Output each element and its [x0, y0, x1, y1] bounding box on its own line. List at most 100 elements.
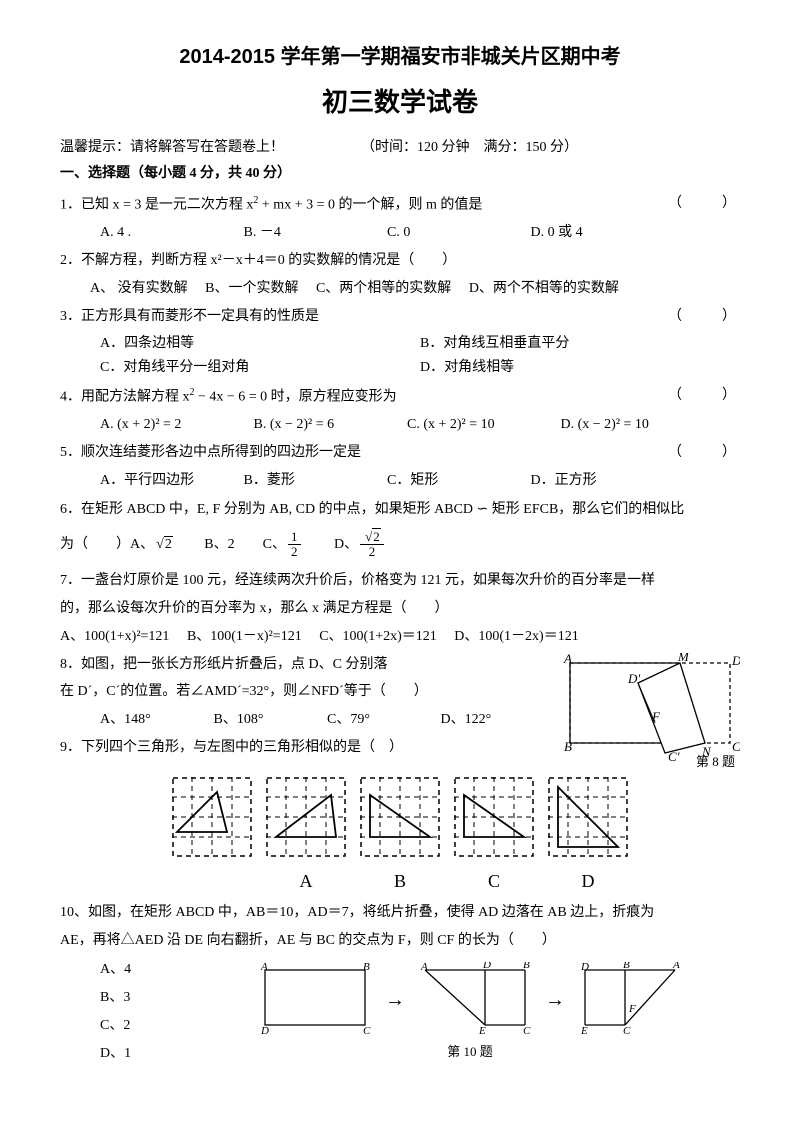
q6-l2-a: 为（ ）A、	[60, 537, 154, 552]
q3-opt-d: D．对角线相等	[420, 356, 740, 380]
q6-stem-a: 6．在矩形 ABCD 中，E, F 分别为 AB, CD 的中点，如果矩形 AB…	[60, 502, 477, 517]
hint-row: 温馨提示：请将解答写在答题卷上！ （时间：120 分钟 满分：150 分）	[60, 136, 740, 160]
question-7-l2: 的，那么设每次升价的百分率为 x，那么 x 满足方程是（ ）	[60, 597, 740, 621]
q7-opt-a: A、100(1+x)²=121	[60, 629, 169, 644]
question-8-l1: 8．如图，把一张长方形纸片折叠后，点 D、C 分别落	[60, 653, 740, 677]
svg-text:D: D	[482, 962, 491, 971]
question-7-l1: 7．一盏台灯原价是 100 元，经连续两次升价后，价格变为 121 元，如果每次…	[60, 569, 740, 593]
svg-text:F: F	[628, 1003, 636, 1015]
svg-text:B: B	[623, 962, 630, 971]
svg-text:D: D	[260, 1025, 269, 1037]
svg-text:F: F	[651, 709, 661, 724]
q2-opt-d: D、两个不相等的实数解	[469, 281, 619, 296]
q6-l2-c: D、	[306, 537, 358, 552]
q3-options: A．四条边相等 B．对角线互相垂直平分 C．对角线平分一组对角 D．对角线相等	[60, 332, 740, 380]
svg-text:B: B	[523, 962, 530, 971]
q9-opt-d-fig	[548, 777, 628, 857]
question-10-l1: 10、如图，在矩形 ABCD 中，AB＝10，AD＝7，将纸片折叠，使得 AD …	[60, 901, 740, 925]
q9-opt-a-fig	[266, 777, 346, 857]
q6-frac-sqrt2over2: 22	[360, 530, 384, 560]
question-1: 1．已知 x = 3 是一元二次方程 x2 + mx + 3 = 0 的一个解，…	[60, 192, 740, 217]
svg-text:A: A	[260, 962, 268, 973]
hint-right: （时间：120 分钟 满分：150 分）	[361, 140, 578, 155]
q5-opt-a: A．平行四边形	[100, 469, 240, 493]
q3-stem: 3．正方形具有而菱形不一定具有的性质是	[60, 309, 319, 324]
q1-stem-a: 1．已知 x = 3 是一元二次方程 x	[60, 197, 253, 212]
q6-frac-half: 12	[288, 530, 301, 560]
q5-paren: （ ）	[668, 441, 740, 465]
q1-opt-d: D. 0 或 4	[531, 221, 671, 245]
q9-label-d: D	[548, 866, 628, 897]
question-10-l2: AE，再将△AED 沿 DE 向右翻折，AE 与 BC 的交点为 F，则 CF …	[60, 929, 740, 953]
question-4: 4．用配方法解方程 x2 − 4x − 6 = 0 时，原方程应变形为 （ ）	[60, 384, 740, 409]
q4-paren: （ ）	[668, 384, 740, 408]
q7-opt-c: C、100(1+2x)＝121	[319, 629, 437, 644]
q2-options: A、 没有实数解 B、一个实数解 C、两个相等的实数解 D、两个不相等的实数解	[60, 277, 740, 301]
q7-opt-b: B、100(1－x)²=121	[187, 629, 302, 644]
q4-opt-c: C. (x + 2)² = 10	[407, 413, 557, 437]
q5-opt-b: B．菱形	[244, 469, 384, 493]
q1-stem-b: + mx + 3 = 0 的一个解，则 m 的值是	[258, 197, 482, 212]
q10-caption: 第 10 题	[200, 1041, 740, 1063]
q3-opt-a: A．四条边相等	[100, 332, 420, 356]
q4-opt-b: B. (x − 2)² = 6	[254, 413, 404, 437]
question-2: 2．不解方程，判断方程 x²－x＋4＝0 的实数解的情况是（ ）	[60, 249, 740, 273]
svg-text:A: A	[672, 962, 680, 971]
svg-text:C: C	[623, 1025, 631, 1037]
svg-text:A: A	[420, 962, 428, 973]
q4-stem-b: − 4x − 6 = 0 时，原方程应变形为	[195, 390, 397, 405]
q3-opt-c: C．对角线平分一组对角	[100, 356, 420, 380]
q2-opt-a: A、 没有实数解	[90, 281, 188, 296]
q5-stem: 5．顺次连结菱形各边中点所得到的四边形一定是	[60, 445, 361, 460]
q10-fig-2: A D B C E	[415, 962, 535, 1037]
q4-options: A. (x + 2)² = 2 B. (x − 2)² = 6 C. (x + …	[60, 413, 740, 437]
q3-opt-b: B．对角线互相垂直平分	[420, 332, 740, 356]
q2-opt-c: C、两个相等的实数解	[316, 281, 451, 296]
q9-label-c: C	[454, 866, 534, 897]
q9-ref-triangle	[172, 777, 252, 857]
question-3: 3．正方形具有而菱形不一定具有的性质是 （ ）	[60, 305, 740, 329]
hint-left: 温馨提示：请将解答写在答题卷上！	[60, 140, 284, 155]
section-1-heading: 一、选择题（每小题 4 分，共 40 分）	[60, 162, 740, 186]
q10-opt-b: B、3	[100, 984, 160, 1012]
question-6: 6．在矩形 ABCD 中，E, F 分别为 AB, CD 的中点，如果矩形 AB…	[60, 497, 740, 522]
svg-text:C: C	[523, 1025, 531, 1037]
svg-text:E: E	[478, 1025, 486, 1037]
question-5: 5．顺次连结菱形各边中点所得到的四边形一定是 （ ）	[60, 441, 740, 465]
q8-opt-d: D、122°	[441, 708, 551, 732]
q6-l2-b: B、2 C、	[176, 537, 286, 552]
question-8-l2: 在 D´，C´的位置。若∠AMD´=32°，则∠NFD´等于（ ）	[60, 680, 740, 704]
exam-header-line1: 2014-2015 学年第一学期福安市非城关片区期中考	[60, 40, 740, 74]
q9-label-a: A	[266, 866, 346, 897]
q8-opt-a: A、148°	[100, 708, 210, 732]
question-9: 9．下列四个三角形，与左图中的三角形相似的是（ ）	[60, 736, 740, 760]
q9-figure-row: A B C D	[60, 777, 740, 896]
q8-figure-caption: 第 8 题	[696, 751, 735, 773]
q9-opt-b-fig	[360, 777, 440, 857]
q9-opt-c-fig	[454, 777, 534, 857]
arrow-icon: →	[385, 983, 405, 1017]
q5-opt-c: C．矩形	[387, 469, 527, 493]
q1-opt-a: A. 4 .	[100, 221, 240, 245]
q10-opt-c: C、2	[100, 1012, 160, 1040]
q1-options: A. 4 . B. －4 C. 0 D. 0 或 4	[60, 221, 740, 245]
svg-text:B: B	[363, 962, 370, 973]
q1-paren: （ ）	[668, 192, 740, 216]
q10-fig-3: D B A E C F	[575, 962, 685, 1037]
q2-opt-b: B、一个实数解	[205, 281, 298, 296]
q6-sqrt2-a: 2	[154, 533, 173, 557]
similar-icon: ∽	[477, 500, 489, 516]
q4-opt-a: A. (x + 2)² = 2	[100, 413, 250, 437]
q10-opt-a: A、4	[100, 956, 160, 984]
q1-opt-b: B. －4	[244, 221, 384, 245]
q9-label-b: B	[360, 866, 440, 897]
question-8-block: A B C D M N D' C' F 8．如图，把一张长方形纸片折叠后，点 D…	[60, 653, 740, 772]
q10-fig-1: A B C D	[255, 962, 375, 1037]
q8-opt-b: B、108°	[214, 708, 324, 732]
arrow-icon-2: →	[545, 983, 565, 1017]
svg-text:E: E	[580, 1025, 588, 1037]
exam-header-line2: 初三数学试卷	[60, 80, 740, 124]
q8-opt-c: C、79°	[327, 708, 437, 732]
q10-figure-row: A B C D → A D B C E →	[200, 962, 740, 1037]
q10-opt-d: D、1	[100, 1040, 160, 1068]
